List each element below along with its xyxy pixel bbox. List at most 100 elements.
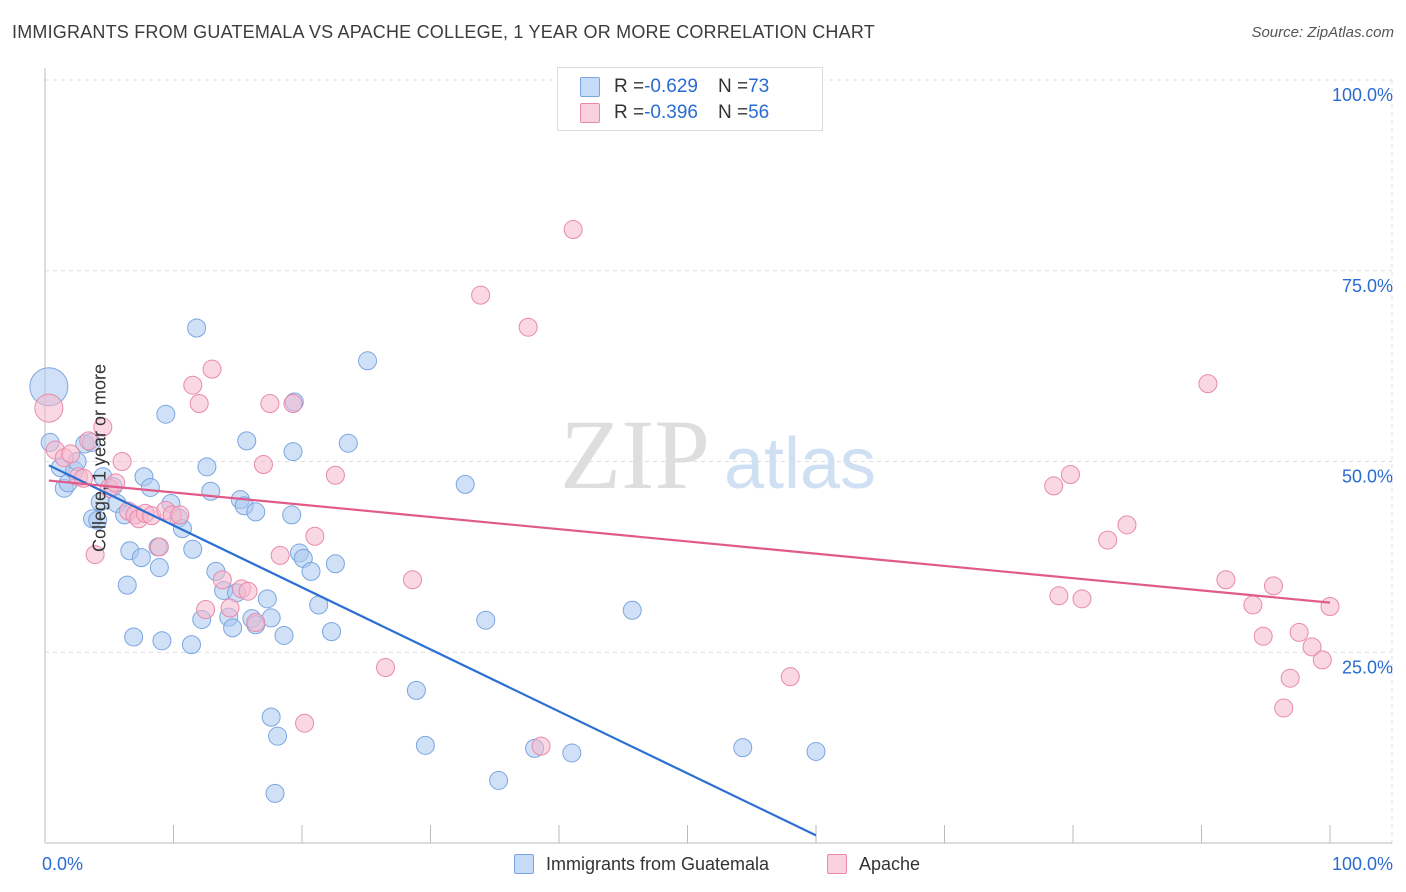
data-point <box>733 738 753 758</box>
data-point <box>283 442 303 462</box>
data-point <box>79 431 99 451</box>
data-point <box>403 570 423 590</box>
data-point <box>189 394 209 414</box>
stats-row-apache: R = -0.396 N = 56 <box>580 101 769 125</box>
data-point <box>197 457 217 477</box>
data-point <box>34 393 64 423</box>
data-point <box>806 741 826 761</box>
legend-swatch-apache <box>827 854 847 874</box>
data-point <box>237 431 257 451</box>
data-point <box>61 444 81 464</box>
watermark: ZIP atlas <box>560 399 876 510</box>
data-point <box>1253 626 1273 646</box>
legend-item-apache[interactable]: Apache <box>827 852 920 876</box>
data-point <box>489 770 509 790</box>
data-point <box>1049 586 1069 606</box>
data-point <box>1263 576 1283 596</box>
data-point <box>325 465 345 485</box>
data-point <box>406 680 426 700</box>
n-label: N = <box>717 76 749 97</box>
data-point <box>85 545 105 565</box>
data-point <box>1320 596 1340 616</box>
source-label: Source: ZipAtlas.com <box>1251 24 1394 41</box>
y-tick-label-50: 50.0% <box>1342 467 1393 487</box>
watermark-atlas: atlas <box>724 424 876 504</box>
data-point <box>112 452 132 471</box>
data-point <box>1198 374 1218 394</box>
data-points <box>29 220 1340 803</box>
legend-swatch-guatemala <box>580 77 600 97</box>
trend-line-1 <box>48 479 1331 604</box>
data-point <box>476 610 496 630</box>
data-point <box>1044 476 1064 496</box>
x-tick-label-min: 0.0% <box>42 854 83 874</box>
data-point <box>1312 650 1332 670</box>
grid-lines <box>45 79 1393 843</box>
r-label: R = <box>614 76 645 97</box>
data-point <box>274 625 294 645</box>
data-point <box>1117 515 1137 535</box>
data-point <box>246 502 266 522</box>
data-point <box>1243 595 1263 615</box>
n-label: N = <box>717 102 749 123</box>
data-point <box>187 318 207 338</box>
y-tick-label-100: 100.0% <box>1332 85 1393 105</box>
data-point <box>295 713 315 733</box>
data-point <box>270 545 290 565</box>
data-point <box>322 622 342 642</box>
data-point <box>301 561 321 581</box>
legend-item-guatemala[interactable]: Immigrants from Guatemala <box>514 852 769 876</box>
data-point <box>1060 464 1080 484</box>
data-point <box>325 554 345 574</box>
data-point <box>1274 698 1294 718</box>
data-point <box>257 589 277 609</box>
data-point <box>156 404 176 424</box>
data-point <box>1072 589 1092 609</box>
data-point <box>282 505 302 525</box>
data-point <box>563 220 583 240</box>
data-point <box>1098 530 1118 550</box>
data-point <box>562 743 582 763</box>
data-point <box>149 537 169 557</box>
data-point <box>261 707 281 727</box>
data-point <box>338 433 358 453</box>
data-point <box>780 667 800 687</box>
data-point <box>183 375 203 395</box>
n-value: 56 <box>748 102 770 123</box>
legend-swatch-apache <box>580 103 600 123</box>
r-value: -0.396 <box>644 102 698 123</box>
series-1-points <box>34 220 1340 756</box>
stats-legend: R = -0.629 N = 73 R = -0.396 N = 56 <box>557 67 823 131</box>
series-0-points <box>29 318 826 803</box>
data-point <box>622 600 642 620</box>
legend-swatch-guatemala <box>514 854 534 874</box>
n-value: 73 <box>748 76 770 97</box>
data-point <box>268 726 288 746</box>
data-point <box>181 635 201 655</box>
legend-label-apache: Apache <box>859 853 921 874</box>
data-point <box>305 526 325 546</box>
data-point <box>471 285 491 305</box>
data-point <box>358 351 378 371</box>
data-point <box>283 394 303 414</box>
data-point <box>131 548 151 568</box>
data-point <box>196 600 216 620</box>
data-point <box>170 505 190 525</box>
y-axis-label: College, 1 year or more <box>89 363 110 553</box>
stats-row-guatemala: R = -0.629 N = 73 <box>580 75 769 99</box>
y-tick-label-25: 25.0% <box>1342 657 1393 677</box>
data-point <box>212 570 232 590</box>
data-point <box>152 631 172 651</box>
y-tick-label-75: 75.0% <box>1342 276 1393 296</box>
r-value: -0.629 <box>644 76 698 97</box>
data-point <box>1280 668 1300 688</box>
data-point <box>117 575 137 595</box>
data-point <box>1216 570 1236 590</box>
data-point <box>1302 637 1322 657</box>
data-point <box>260 394 280 414</box>
data-point <box>140 477 160 497</box>
chart-title: IMMIGRANTS FROM GUATEMALA VS APACHE COLL… <box>12 22 875 42</box>
trend-lines <box>48 464 1331 837</box>
x-tick-label-max: 100.0% <box>1332 854 1393 874</box>
